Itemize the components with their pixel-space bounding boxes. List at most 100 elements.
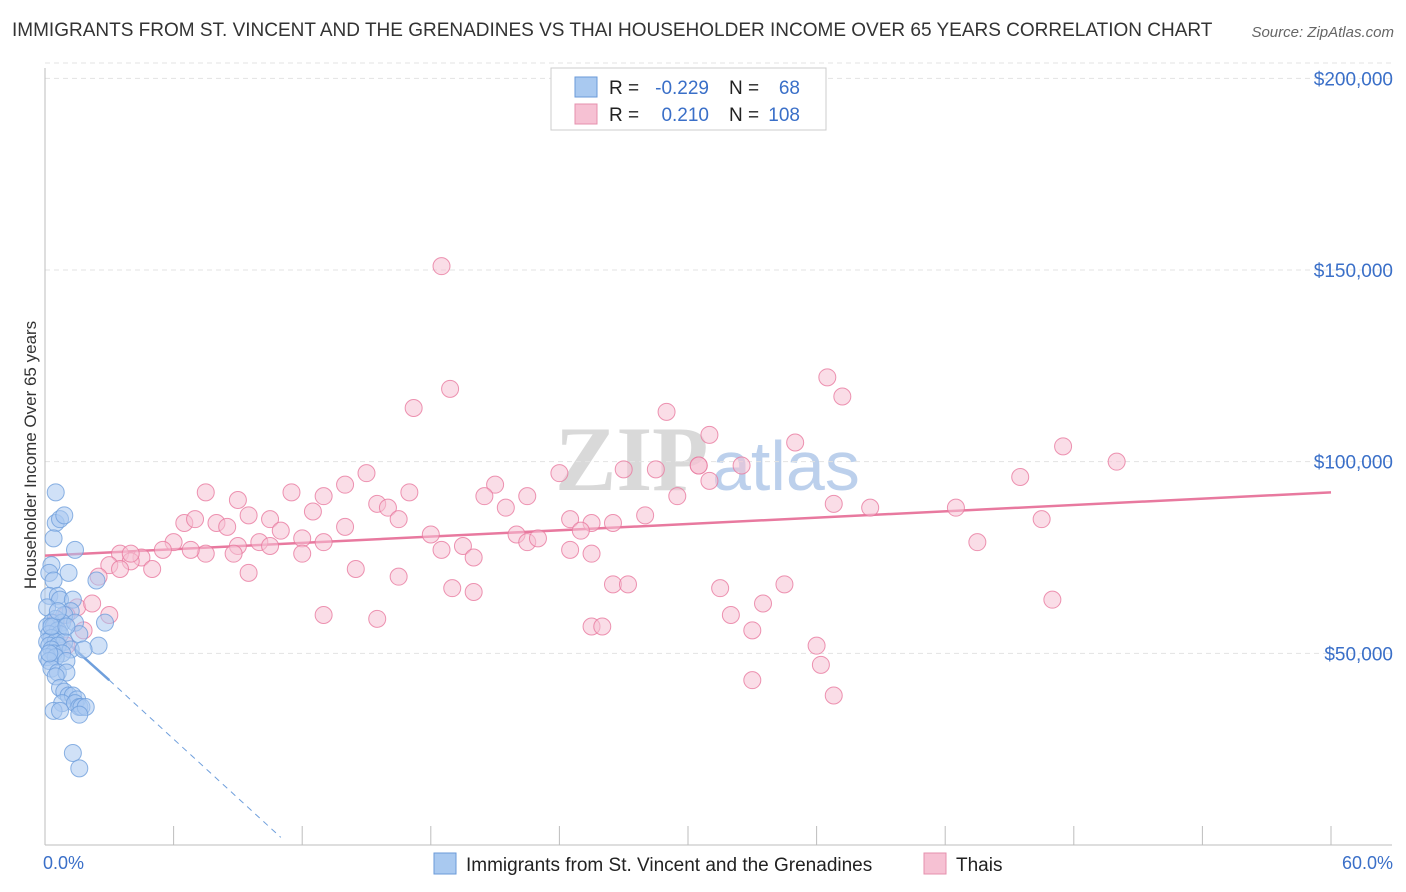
data-point: [700, 425, 719, 444]
x-tick-label: 0.0%: [43, 853, 84, 873]
data-point: [518, 487, 537, 506]
data-point: [48, 602, 67, 621]
data-point: [824, 494, 843, 513]
legend-n-label: N =: [729, 78, 759, 99]
data-point: [861, 498, 880, 517]
data-point: [336, 475, 355, 494]
data-point: [63, 744, 82, 762]
data-point: [368, 609, 387, 628]
data-point: [70, 705, 89, 724]
data-point: [618, 575, 637, 594]
data-point: [614, 460, 633, 479]
data-point: [721, 606, 740, 624]
axes: [44, 68, 1392, 846]
data-point: [807, 636, 826, 655]
series-legend: Immigrants from St. Vincent and the Gren…: [433, 852, 1002, 876]
data-point: [404, 399, 423, 417]
data-point: [550, 464, 569, 483]
data-point: [66, 540, 85, 559]
x-tick-labels: 0.0% 60.0%: [43, 853, 1393, 873]
data-point: [111, 560, 130, 578]
data-point: [968, 533, 987, 552]
series-label: Immigrants from St. Vincent and the Gren…: [466, 855, 872, 876]
data-point: [239, 506, 258, 525]
data-point: [593, 617, 612, 636]
data-point: [239, 563, 258, 582]
data-point: [1032, 510, 1051, 529]
data-point: [389, 567, 408, 586]
data-point: [55, 506, 74, 525]
data-point: [314, 487, 333, 506]
data-point: [603, 514, 622, 532]
data-point: [475, 487, 494, 506]
legend-r-value: 0.210: [661, 105, 709, 126]
data-point: [336, 517, 355, 536]
legend-swatch-pink: [574, 103, 598, 125]
data-point: [786, 433, 805, 452]
data-point: [282, 483, 301, 502]
data-point: [689, 456, 708, 475]
data-point: [378, 498, 397, 517]
legend-r-label: R =: [609, 105, 639, 126]
data-point: [818, 368, 837, 387]
data-point: [657, 402, 676, 421]
data-point: [46, 483, 65, 502]
data-point: [143, 560, 162, 578]
series-label: Thais: [956, 855, 1002, 876]
legend-n-value: 68: [779, 78, 800, 99]
data-point: [261, 510, 280, 529]
data-point: [96, 613, 115, 632]
source-credit: Source: ZipAtlas.com: [1251, 24, 1394, 41]
y-tick-label: $150,000: [1314, 261, 1393, 282]
data-point: [196, 544, 215, 563]
data-point: [70, 759, 89, 778]
data-point: [1054, 437, 1073, 456]
data-points: [38, 257, 1126, 778]
data-point: [432, 257, 451, 276]
data-point: [40, 644, 59, 663]
data-point: [1043, 590, 1062, 609]
data-point: [464, 583, 483, 601]
legend-swatch-blue: [574, 76, 598, 98]
data-point: [389, 510, 408, 529]
data-point: [400, 483, 419, 502]
series-swatch-blue: [433, 852, 457, 875]
data-point: [228, 491, 247, 509]
data-point: [453, 537, 472, 555]
data-point: [83, 594, 102, 613]
data-point: [293, 529, 312, 548]
data-point: [946, 498, 965, 517]
legend: R = -0.229 N = 68 R = 0.210 N = 108: [550, 67, 827, 131]
data-point: [314, 606, 333, 624]
data-point: [196, 483, 215, 502]
data-point: [582, 544, 601, 563]
data-point: [743, 671, 762, 690]
data-point: [218, 517, 237, 536]
data-point: [636, 506, 655, 525]
data-point: [496, 498, 515, 517]
data-point: [346, 560, 365, 578]
data-point: [528, 529, 547, 548]
data-point: [293, 544, 312, 563]
data-point: [51, 701, 70, 720]
data-point: [743, 621, 762, 640]
series-swatch-pink: [923, 852, 947, 875]
data-point: [44, 571, 63, 590]
y-tick-label: $200,000: [1314, 69, 1393, 90]
legend-r-label: R =: [609, 78, 639, 99]
data-point: [561, 510, 580, 529]
data-point: [57, 617, 76, 636]
legend-n-value: 108: [768, 105, 800, 126]
data-point: [464, 548, 483, 567]
data-point: [754, 594, 773, 613]
data-point: [314, 533, 333, 552]
watermark: ZIP atlas: [555, 408, 860, 510]
data-point: [833, 387, 852, 406]
data-point: [87, 571, 106, 590]
data-point: [432, 540, 451, 559]
data-point: [153, 540, 172, 559]
legend-n-label: N =: [729, 105, 759, 126]
data-point: [42, 617, 61, 636]
data-point: [1011, 468, 1030, 486]
data-point: [571, 521, 590, 540]
